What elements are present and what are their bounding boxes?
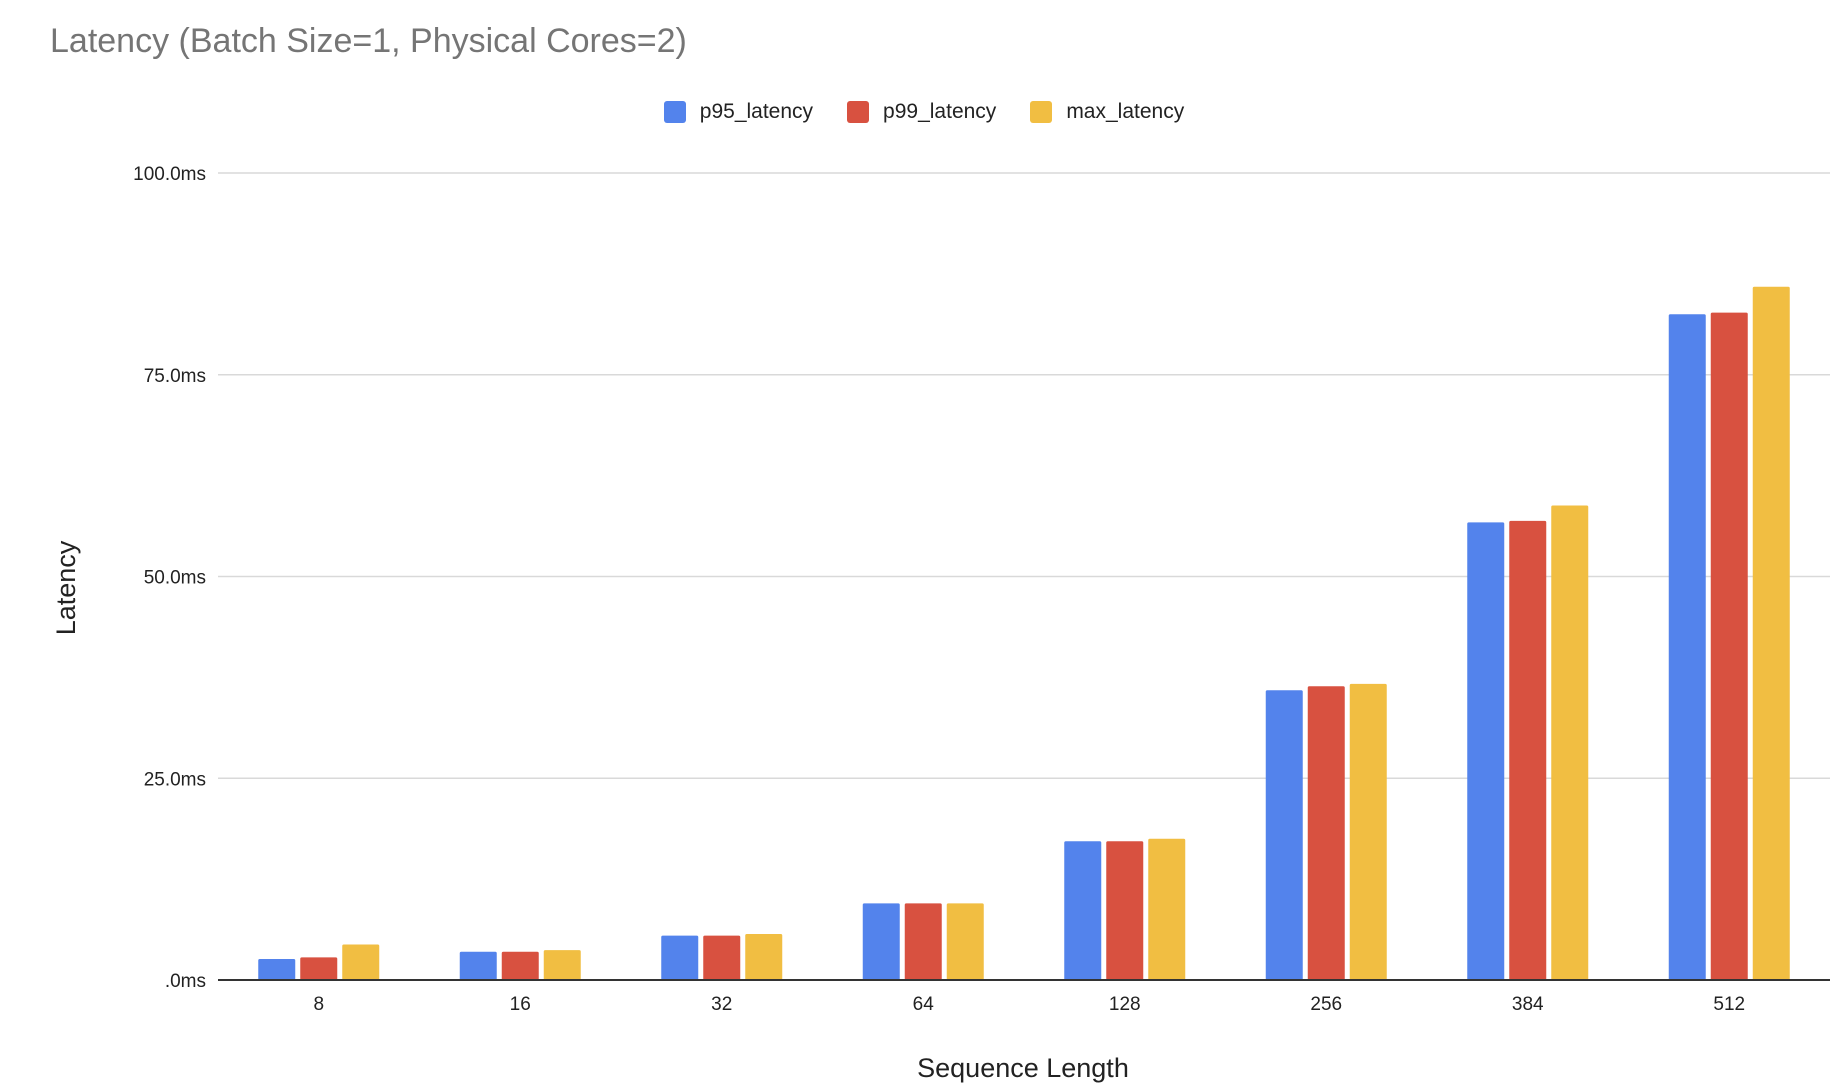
bar-p95_latency-384[interactable] [1467,522,1504,980]
x-tick-label: 384 [1512,994,1544,1015]
x-tick-label: 512 [1713,994,1745,1015]
x-tick-label: 64 [913,994,935,1015]
bar-p99_latency-32[interactable] [703,936,740,980]
bar-max_latency-512[interactable] [1753,287,1790,980]
bar-max_latency-32[interactable] [745,934,782,980]
bar-p95_latency-512[interactable] [1669,314,1706,980]
bar-max_latency-256[interactable] [1350,684,1387,980]
x-tick-label: 256 [1310,994,1342,1015]
bar-p95_latency-256[interactable] [1266,690,1303,980]
bar-p99_latency-256[interactable] [1308,686,1345,980]
bar-p95_latency-32[interactable] [661,936,698,980]
bar-max_latency-128[interactable] [1148,839,1185,980]
bar-p95_latency-8[interactable] [258,959,295,980]
bar-p95_latency-16[interactable] [460,952,497,980]
bar-p99_latency-128[interactable] [1106,841,1143,980]
bar-max_latency-64[interactable] [947,903,984,980]
y-tick-label: 100.0ms [133,164,206,185]
y-axis-title: Latency [51,540,81,635]
bar-p99_latency-384[interactable] [1509,521,1546,980]
y-tick-label: 50.0ms [144,568,206,589]
bar-max_latency-16[interactable] [544,950,581,980]
y-tick-label: .0ms [165,971,206,992]
x-tick-label: 32 [711,994,732,1015]
bar-max_latency-8[interactable] [342,944,379,980]
x-tick-label: 8 [313,994,324,1015]
y-tick-label: 75.0ms [144,366,206,387]
y-tick-label: 25.0ms [144,769,206,790]
bar-p95_latency-128[interactable] [1064,841,1101,980]
bar-p95_latency-64[interactable] [863,903,900,980]
x-tick-label: 16 [510,994,531,1015]
bars [258,287,1790,980]
bar-p99_latency-16[interactable] [502,952,539,980]
bar-p99_latency-512[interactable] [1711,313,1748,980]
bar-p99_latency-8[interactable] [300,957,337,980]
x-tick-label: 128 [1109,994,1141,1015]
x-axis-title: Sequence Length [917,1053,1129,1083]
bar-p99_latency-64[interactable] [905,903,942,980]
bar-max_latency-384[interactable] [1551,505,1588,980]
